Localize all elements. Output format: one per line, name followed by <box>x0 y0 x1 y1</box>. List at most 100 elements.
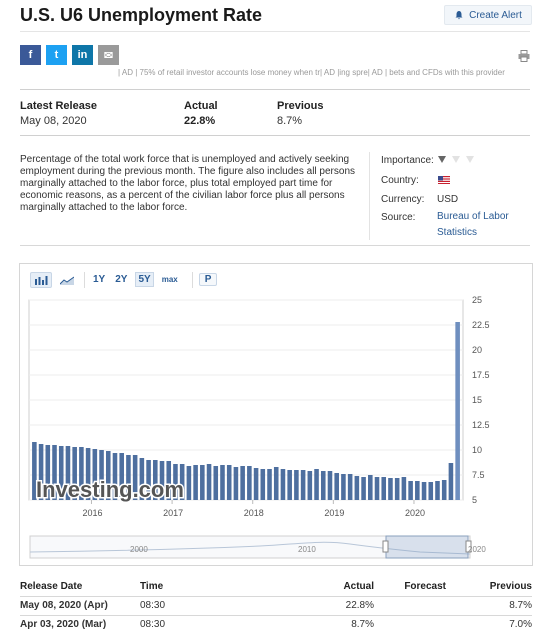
bar[interactable] <box>159 461 165 500</box>
linkedin-share-button[interactable]: in <box>72 45 93 65</box>
bar[interactable] <box>119 453 124 500</box>
bar[interactable] <box>112 453 118 500</box>
ad-disclaimer: | AD | 75% of retail investor accounts l… <box>118 68 505 77</box>
range-1y-button[interactable]: 1Y <box>93 274 106 285</box>
area-chart-icon <box>60 276 74 285</box>
bar[interactable] <box>200 465 205 500</box>
toolbar-separator <box>84 271 85 288</box>
bar[interactable] <box>153 460 158 500</box>
bar[interactable] <box>206 464 212 500</box>
bar[interactable] <box>267 469 272 500</box>
navigator-selection[interactable] <box>385 535 469 559</box>
bar[interactable] <box>186 466 192 500</box>
bar[interactable] <box>226 465 232 500</box>
bar[interactable] <box>32 442 37 500</box>
divider <box>20 596 532 597</box>
bar[interactable] <box>441 480 447 500</box>
navigator-left-handle[interactable] <box>382 540 389 553</box>
bar-chart-icon <box>35 275 48 285</box>
bar[interactable] <box>193 465 198 500</box>
bar[interactable] <box>428 482 434 500</box>
email-share-button[interactable]: ✉ <box>98 45 119 65</box>
bar[interactable] <box>435 481 440 500</box>
bar[interactable] <box>72 447 77 500</box>
bar[interactable] <box>146 460 151 500</box>
bar[interactable] <box>166 461 172 500</box>
bar[interactable] <box>294 470 299 500</box>
bar[interactable] <box>341 474 346 500</box>
bar[interactable] <box>213 466 219 500</box>
source-link[interactable]: Bureau of Labor Statistics <box>437 211 509 238</box>
bar[interactable] <box>92 449 98 500</box>
bar[interactable] <box>38 444 44 500</box>
bar[interactable] <box>381 477 387 500</box>
navigator-right-handle[interactable] <box>465 540 472 553</box>
bar[interactable] <box>327 471 333 500</box>
bar[interactable] <box>388 478 393 500</box>
y-tick-label: 5 <box>472 495 477 505</box>
p-button[interactable]: P <box>198 273 218 286</box>
bar[interactable] <box>307 471 313 500</box>
bar-chart-toggle[interactable] <box>30 271 52 288</box>
print-icon[interactable] <box>518 50 530 62</box>
y-tick-label: 22.5 <box>472 320 490 330</box>
bar[interactable] <box>320 471 326 500</box>
bar[interactable] <box>220 465 225 500</box>
row-previous: 7.0% <box>509 619 532 630</box>
bell-icon <box>455 11 463 20</box>
bar[interactable] <box>253 468 259 500</box>
bar[interactable] <box>421 482 427 500</box>
bar[interactable] <box>58 446 64 500</box>
bar[interactable] <box>240 466 245 500</box>
bar[interactable] <box>408 481 413 500</box>
bar[interactable] <box>374 477 380 500</box>
bar[interactable] <box>334 473 339 500</box>
latest-release-label: Latest Release <box>20 100 98 112</box>
country-label: Country: <box>381 175 419 186</box>
bar[interactable] <box>361 477 366 500</box>
create-alert-button[interactable]: Create Alert <box>444 5 532 25</box>
bar[interactable] <box>287 470 292 500</box>
table-row: May 08, 2020 (Apr) 08:30 22.8% 8.7% <box>20 597 532 615</box>
bar[interactable] <box>105 451 111 500</box>
bar[interactable] <box>65 446 71 500</box>
bar[interactable] <box>260 469 266 500</box>
bar[interactable] <box>368 475 373 500</box>
bar[interactable] <box>139 458 145 500</box>
bar[interactable] <box>448 463 454 500</box>
bar[interactable] <box>347 474 353 500</box>
bar[interactable] <box>99 450 104 500</box>
bar[interactable] <box>415 481 420 500</box>
bar[interactable] <box>354 476 360 500</box>
header-actual: Actual <box>343 581 374 592</box>
bar[interactable] <box>233 467 239 500</box>
range-2y-button[interactable]: 2Y <box>115 274 128 285</box>
twitter-share-button[interactable]: t <box>46 45 67 65</box>
importance-bull-icon <box>466 156 474 163</box>
bar[interactable] <box>314 469 319 500</box>
importance-label: Importance: <box>381 155 434 166</box>
facebook-share-button[interactable]: f <box>20 45 41 65</box>
share-bar: f t in ✉ <box>20 45 119 65</box>
bar[interactable] <box>85 448 91 500</box>
navigator-label: 2000 <box>130 545 148 554</box>
bar[interactable] <box>179 464 185 500</box>
row-previous: 8.7% <box>509 600 532 611</box>
bar[interactable] <box>79 447 84 500</box>
area-chart-toggle[interactable] <box>56 272 78 288</box>
range-5y-button[interactable]: 5Y <box>135 272 154 287</box>
bar[interactable] <box>173 464 178 500</box>
bar[interactable] <box>273 467 279 500</box>
bar[interactable] <box>455 322 460 500</box>
latest-release-date: May 08, 2020 <box>20 115 87 127</box>
bar[interactable] <box>247 466 252 500</box>
bar[interactable] <box>401 477 407 500</box>
bar[interactable] <box>394 478 400 500</box>
bar[interactable] <box>132 455 138 500</box>
range-max-button[interactable]: max <box>161 275 178 284</box>
bar[interactable] <box>126 455 131 500</box>
bar[interactable] <box>280 469 286 500</box>
bar[interactable] <box>52 445 57 500</box>
bar[interactable] <box>45 445 51 500</box>
bar[interactable] <box>300 470 306 500</box>
